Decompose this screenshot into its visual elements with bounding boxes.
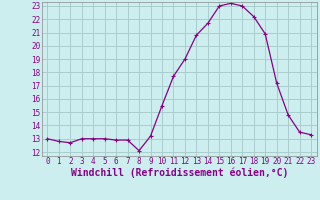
X-axis label: Windchill (Refroidissement éolien,°C): Windchill (Refroidissement éolien,°C) (70, 168, 288, 178)
